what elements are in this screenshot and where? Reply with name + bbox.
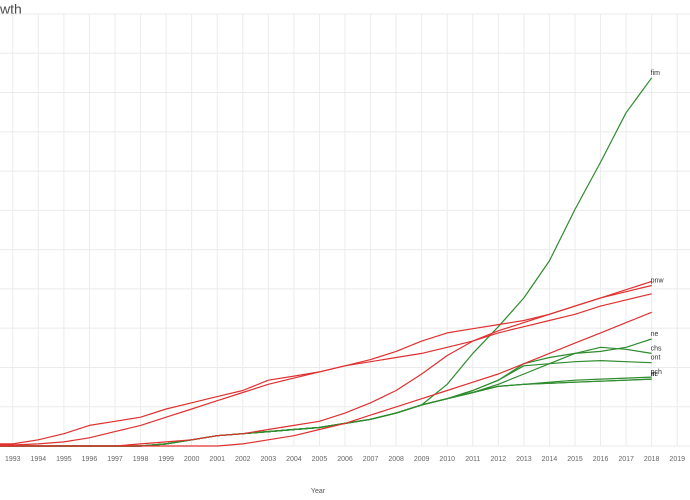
series-label-pnw: pnw: [651, 278, 665, 285]
x-tick-label: 2002: [235, 456, 251, 463]
x-tick-label: 2013: [516, 456, 532, 463]
x-tick-label: 1999: [158, 456, 174, 463]
series-line-ont: [0, 360, 652, 447]
series-label-ne: ne: [651, 331, 659, 338]
x-tick-label: 2011: [465, 456, 480, 463]
x-tick-label: 2006: [337, 456, 353, 463]
chart-title: wth: [0, 1, 22, 17]
x-tick-label: 2003: [261, 456, 277, 463]
x-tick-label: 2010: [439, 456, 455, 463]
series-line-chs: [0, 346, 652, 447]
series-line-unlabeled-8: [0, 293, 652, 446]
series-lines: [0, 77, 653, 447]
series-label-fim: fim: [651, 70, 661, 77]
x-tick-label: 2016: [593, 456, 609, 463]
x-tick-label: 2017: [618, 456, 634, 463]
x-tick-label: 2008: [388, 456, 404, 463]
series-label-ont: ont: [651, 355, 661, 362]
x-tick-label: 2014: [542, 456, 558, 463]
series-label-chs: chs: [651, 345, 662, 352]
x-tick-label: 2018: [644, 456, 660, 463]
x-tick-label: 1996: [82, 456, 98, 463]
x-tick-label: 1994: [31, 456, 47, 463]
x-tick-label: 1998: [133, 456, 149, 463]
x-tick-label: 2000: [184, 456, 200, 463]
x-tick-label: 2001: [209, 456, 225, 463]
x-tick-label: 2019: [669, 456, 685, 463]
series-label-nc: nc: [651, 371, 659, 378]
series-label-pch: pch: [651, 369, 662, 376]
x-tick-label: 1993: [5, 456, 21, 463]
x-tick-label: 2015: [567, 456, 583, 463]
x-tick-label: 2005: [312, 456, 328, 463]
x-tick-label: 2007: [363, 456, 379, 463]
x-tick-label: 2004: [286, 456, 302, 463]
x-tick-label: 1995: [56, 456, 72, 463]
series-line-fim: [0, 77, 653, 447]
series-line-unlabeled-10: [0, 311, 652, 447]
x-tick-labels: 1993 1994 1995 1996 1997 1998 1999 2000 2001 2002…: [5, 456, 685, 463]
x-tick-label: 2012: [491, 456, 507, 463]
series-label-in: in: [651, 371, 657, 378]
x-tick-label: 1997: [107, 456, 123, 463]
series-line-ne: [0, 338, 652, 447]
series-line-pnw: [0, 284, 652, 445]
x-tick-label: 2009: [414, 456, 430, 463]
x-axis-title: Year: [311, 488, 326, 495]
